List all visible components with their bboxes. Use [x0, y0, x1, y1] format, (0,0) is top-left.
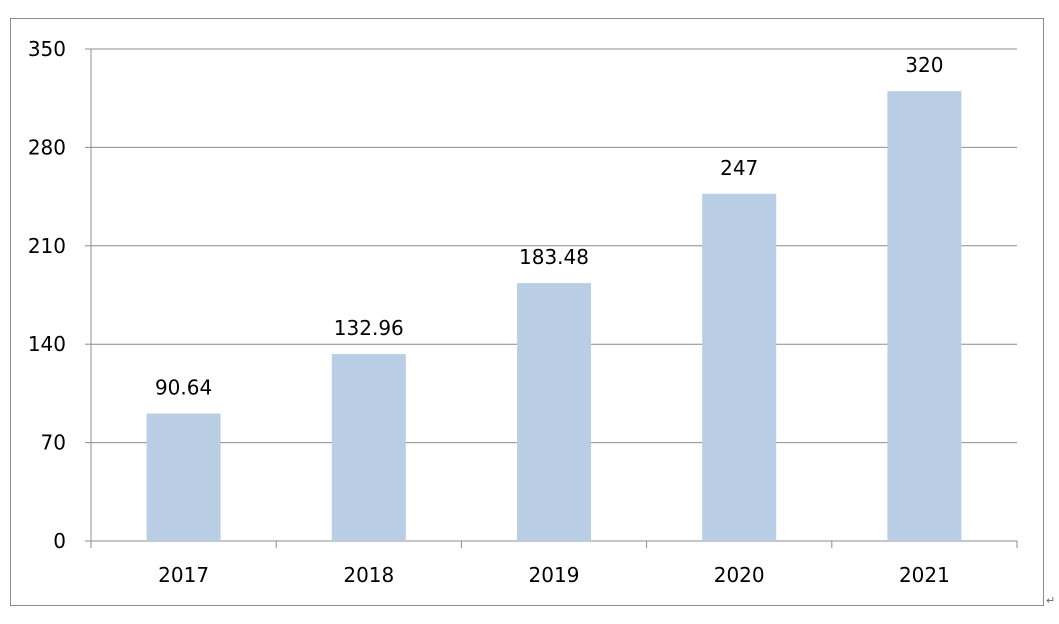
data-label-2017: 90.64 — [155, 376, 212, 400]
data-label-2020: 247 — [720, 156, 758, 180]
bar-2021 — [887, 91, 962, 542]
x-tick-label-2018: 2018 — [343, 563, 394, 587]
y-tick-label: 0 — [53, 529, 66, 553]
y-tick-label: 280 — [28, 135, 66, 159]
y-tick-label: 350 — [28, 37, 66, 61]
bar-2017 — [146, 413, 221, 541]
y-tick-label: 70 — [41, 431, 66, 455]
paragraph-mark: ↵ — [1046, 594, 1056, 607]
bar-2019 — [517, 283, 591, 541]
x-tick-label-2021: 2021 — [899, 563, 950, 587]
x-tick-label-2017: 2017 — [158, 563, 209, 587]
bar-2020 — [702, 193, 777, 541]
y-tick-label: 140 — [28, 332, 66, 356]
data-label-2021: 320 — [905, 53, 943, 77]
x-tick-label-2020: 2020 — [714, 563, 765, 587]
y-tick-label: 210 — [28, 234, 66, 258]
data-label-2018: 132.96 — [334, 316, 404, 340]
bar-2018 — [331, 354, 406, 541]
data-label-2019: 183.48 — [519, 245, 589, 269]
x-tick-label-2019: 2019 — [529, 563, 580, 587]
